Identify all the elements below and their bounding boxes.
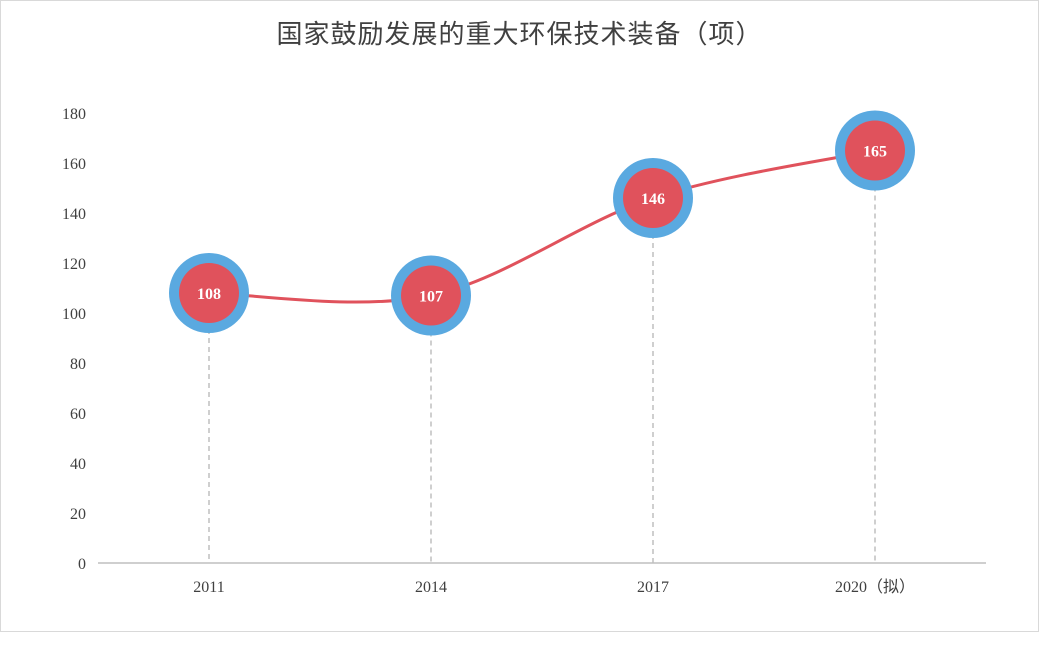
data-markers: 108 107 146 165 bbox=[169, 110, 915, 336]
x-tick-label: 2017 bbox=[637, 579, 669, 596]
y-tick-label: 60 bbox=[70, 406, 86, 423]
y-tick-label: 140 bbox=[62, 206, 86, 223]
drop-lines bbox=[208, 150, 876, 563]
series-line bbox=[208, 149, 876, 304]
data-label: 107 bbox=[419, 289, 443, 306]
marker-point bbox=[401, 265, 461, 326]
x-tick-label: 2011 bbox=[193, 579, 224, 596]
y-axis-ticks: 0 20 40 60 80 100 120 140 160 180 bbox=[62, 106, 86, 573]
data-label: 146 bbox=[641, 191, 665, 208]
y-tick-label: 20 bbox=[70, 506, 86, 523]
marker-point bbox=[845, 120, 905, 181]
marker-point bbox=[179, 263, 239, 323]
y-tick-label: 100 bbox=[62, 306, 86, 323]
x-axis-ticks: 2011 2014 2017 2020（拟） bbox=[193, 578, 915, 596]
data-label: 165 bbox=[863, 144, 887, 161]
data-label: 108 bbox=[197, 286, 221, 303]
x-tick-label: 2020（拟） bbox=[835, 578, 915, 596]
y-tick-label: 160 bbox=[62, 156, 86, 173]
chart-frame bbox=[0, 0, 1039, 632]
x-tick-label: 2014 bbox=[415, 579, 447, 596]
marker-point bbox=[623, 168, 683, 228]
y-tick-label: 120 bbox=[62, 256, 86, 273]
y-tick-label: 40 bbox=[70, 456, 86, 473]
chart-title: 国家鼓励发展的重大环保技术装备（项） bbox=[276, 20, 763, 50]
y-tick-label: 0 bbox=[78, 556, 86, 573]
y-tick-label: 80 bbox=[70, 356, 86, 373]
y-tick-label: 180 bbox=[62, 106, 86, 123]
